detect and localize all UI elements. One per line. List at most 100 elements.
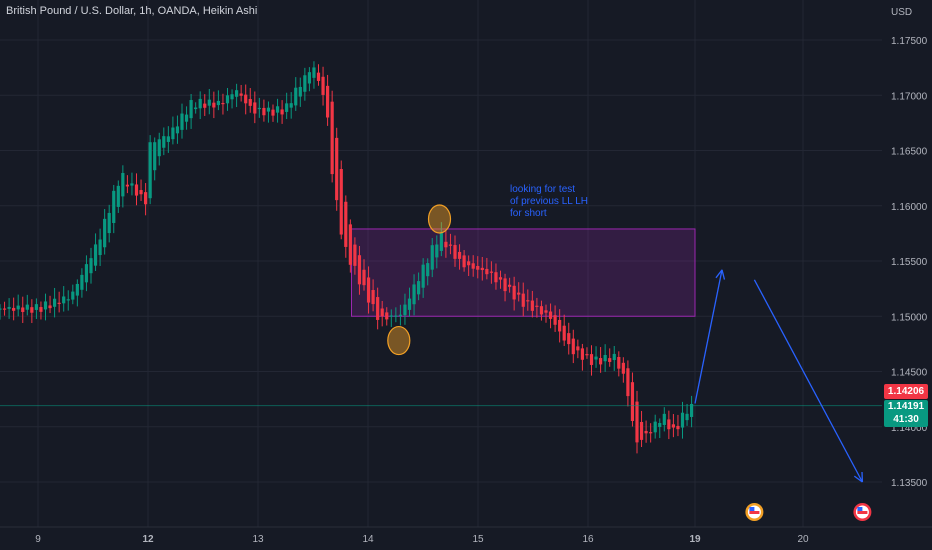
candle-body <box>207 99 211 106</box>
candle-body <box>398 314 402 316</box>
candle-body <box>62 296 66 304</box>
candle-body <box>457 251 462 259</box>
projection-arrow-down[interactable] <box>753 279 863 483</box>
candle-body <box>649 432 653 434</box>
candle-body <box>453 245 457 259</box>
x-tick-label: 20 <box>797 534 809 545</box>
candle-body <box>203 103 207 108</box>
candle-body <box>48 305 52 309</box>
candle-body <box>294 87 298 106</box>
candle-body <box>80 274 84 290</box>
candle-body <box>34 304 38 310</box>
candle-body <box>667 419 671 430</box>
candle-body <box>266 107 271 112</box>
candle-body <box>339 169 343 235</box>
y-tick-label: 1.16500 <box>891 147 928 158</box>
candle-body <box>248 98 252 106</box>
candle-body <box>316 72 321 81</box>
candle-body <box>194 107 198 110</box>
x-tick-label: 15 <box>472 534 484 545</box>
candle-body <box>30 307 34 313</box>
candle-countdown: 41:30 <box>893 414 919 425</box>
candle-body <box>612 353 616 361</box>
candle-body <box>171 127 175 140</box>
candle-body <box>617 356 621 369</box>
candle-body <box>508 284 512 287</box>
candle-body <box>221 102 225 105</box>
candle-body <box>471 263 475 269</box>
candle-body <box>235 90 239 97</box>
candle-body <box>553 315 557 325</box>
arrow-head <box>853 475 863 483</box>
candle-body <box>184 114 189 122</box>
candle-body <box>130 183 134 186</box>
candle-body <box>344 201 348 247</box>
candle-body <box>498 277 503 280</box>
candle-body <box>462 255 466 268</box>
candle-body <box>576 346 580 351</box>
candle-body <box>353 244 357 266</box>
candle-body <box>476 265 480 270</box>
x-tick-label: 9 <box>35 534 41 545</box>
candle-body <box>66 299 70 301</box>
candle-body <box>426 263 430 277</box>
y-tick-label: 1.17500 <box>891 36 928 47</box>
candle-body <box>230 94 234 100</box>
us-flag-canton <box>857 507 863 511</box>
candle-body <box>321 76 325 95</box>
y-tick-label: 1.13500 <box>891 478 928 489</box>
chart-title: British Pound / U.S. Dollar, 1h, OANDA, … <box>6 5 258 17</box>
candle-body <box>594 356 598 360</box>
candle-body <box>16 305 20 310</box>
us-flag-canton <box>749 507 755 511</box>
candle-body <box>621 362 625 374</box>
candle-body <box>417 281 421 295</box>
candle-body <box>289 103 293 108</box>
candle-body <box>93 244 98 266</box>
current-price-value: 1.14191 <box>887 401 925 412</box>
candle-body <box>421 264 425 288</box>
candle-body <box>503 278 507 292</box>
candle-body <box>644 430 648 434</box>
candle-body <box>489 271 493 273</box>
candle-body <box>435 244 439 258</box>
candle-body <box>394 315 398 317</box>
currency-label: USD <box>891 7 913 18</box>
candle-body <box>662 413 666 425</box>
candle-body <box>539 306 544 315</box>
swing-point-marker[interactable] <box>387 325 411 356</box>
candle-body <box>589 354 594 365</box>
candle-body <box>335 137 339 201</box>
candle-body <box>671 424 675 428</box>
candle-body <box>439 232 443 251</box>
candle-body <box>175 126 180 134</box>
candle-body <box>362 269 366 286</box>
swing-point-marker[interactable] <box>427 204 452 234</box>
candle-body <box>544 310 548 313</box>
candle-body <box>134 184 139 196</box>
candle-body <box>21 307 25 312</box>
candle-body <box>53 298 57 307</box>
candle-body <box>189 100 193 119</box>
candle-body <box>25 304 29 310</box>
candle-body <box>467 261 471 266</box>
candle-body <box>430 245 434 270</box>
projection-arrow-up[interactable] <box>694 269 723 404</box>
candle-body <box>571 338 575 355</box>
candle-body <box>380 308 384 317</box>
candle-body <box>690 403 694 417</box>
candle-body <box>480 267 484 271</box>
candle-body <box>658 422 662 427</box>
candle-body <box>326 85 330 118</box>
candle-body <box>71 291 75 300</box>
candle-body <box>585 354 589 356</box>
last-price-tag: 1.14206 <box>884 384 928 399</box>
candle-body <box>162 136 166 148</box>
candle-body <box>43 301 48 310</box>
candle-body <box>298 86 302 97</box>
candle-body <box>121 172 125 197</box>
candle-body <box>312 67 316 78</box>
x-tick-label: 13 <box>252 534 264 545</box>
